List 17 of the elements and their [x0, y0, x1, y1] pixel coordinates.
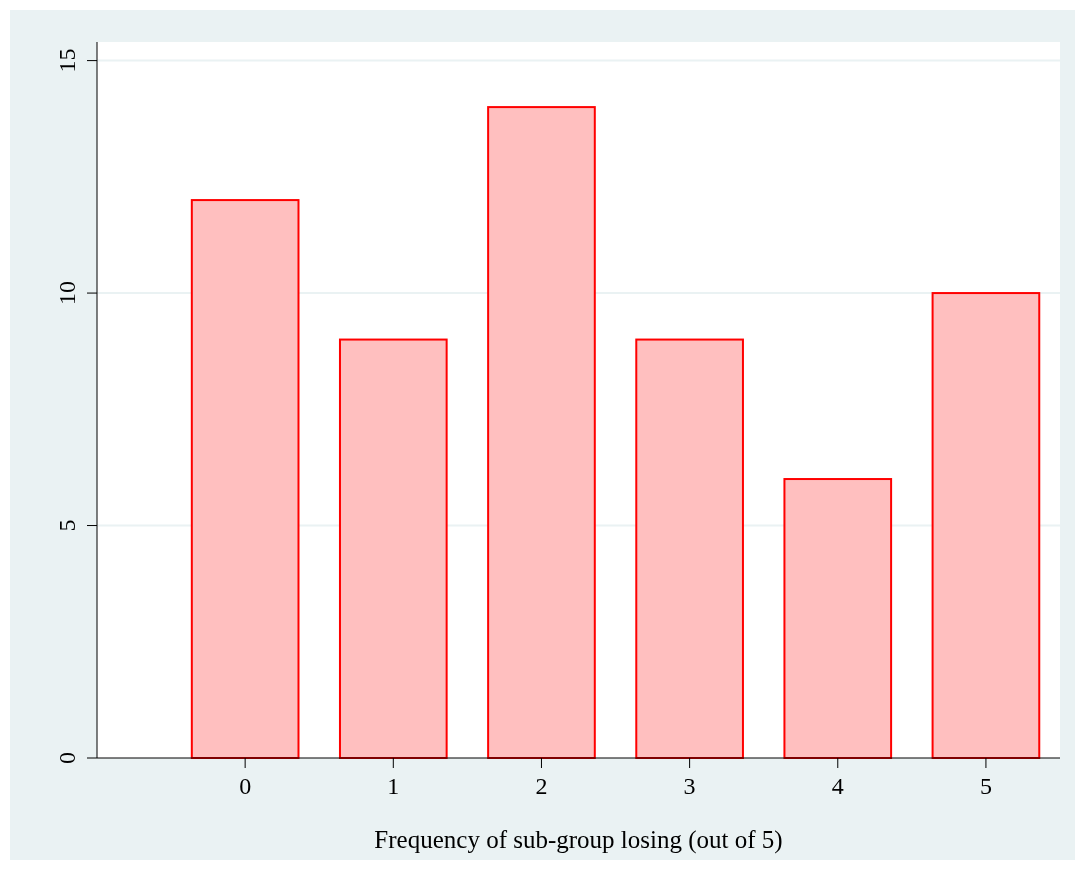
- bar: [487, 106, 596, 759]
- x-tick-label: 3: [683, 773, 696, 799]
- bar: [635, 338, 744, 759]
- x-tick-label: 4: [831, 773, 844, 799]
- x-tick-label: 5: [979, 773, 992, 799]
- x-tick-label: 0: [239, 773, 252, 799]
- x-tick-label: 2: [535, 773, 548, 799]
- y-tick-label: 15: [54, 48, 80, 73]
- bar: [338, 338, 448, 759]
- x-tick-label: 1: [387, 773, 400, 799]
- y-tick-label: 5: [54, 519, 80, 532]
- bar: [190, 199, 300, 759]
- y-tick-label: 0: [54, 752, 80, 764]
- bar: [783, 478, 893, 759]
- y-tick-label: 10: [54, 281, 80, 306]
- x-axis-title: Frequency of sub-group losing (out of 5): [374, 826, 783, 854]
- bar: [931, 292, 1041, 759]
